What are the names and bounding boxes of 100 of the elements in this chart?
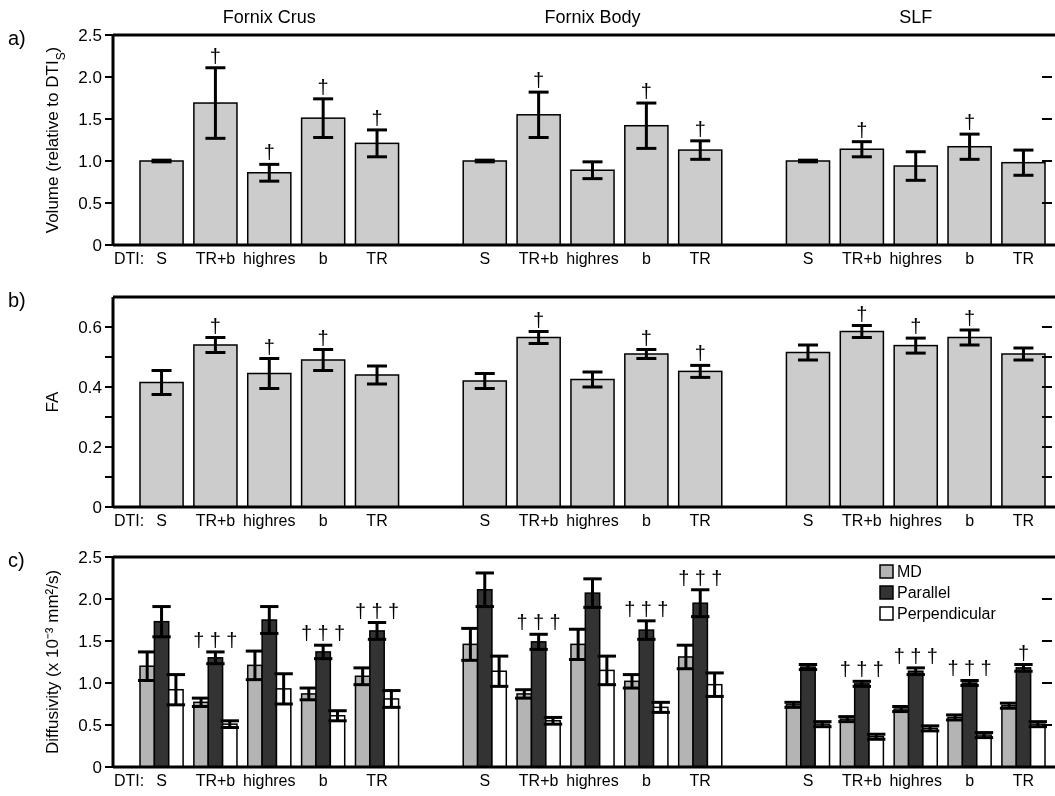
data-label: † xyxy=(910,315,922,338)
x-tick-label: S xyxy=(479,772,491,789)
y-tick-label: 1.5 xyxy=(78,631,102,651)
data-label: † xyxy=(209,314,221,337)
data-label: † xyxy=(640,80,652,103)
text: SLF xyxy=(899,7,933,27)
legend-label: Perpendicular xyxy=(897,605,997,622)
x-tick-label: highres xyxy=(566,512,619,529)
data-label: ††† xyxy=(893,644,944,667)
data-label: ††† xyxy=(354,599,405,622)
data-label: † xyxy=(371,106,383,129)
x-tick-label: highres xyxy=(243,250,296,267)
data-label: ††† xyxy=(839,658,890,681)
y-tick-label: 0 xyxy=(92,757,102,777)
x-tick-label: S xyxy=(156,772,167,789)
y-tick-label: 0.5 xyxy=(78,715,102,735)
data-label: † xyxy=(263,335,275,358)
y-tick-label: 2.5 xyxy=(78,25,102,45)
x-tick-label: b xyxy=(641,250,651,267)
x-tick-label: TR xyxy=(689,772,711,789)
data-label: ††† xyxy=(624,597,674,620)
data-label: † xyxy=(640,326,652,349)
y-tick-label: 2.0 xyxy=(78,589,102,609)
data-label: ††† xyxy=(516,611,567,634)
x-tick-label: S xyxy=(156,250,167,267)
y-tick-label: 1.0 xyxy=(78,151,102,171)
data-label: † xyxy=(317,326,329,349)
y-axis-title: Diffusivity (x 10⁻³ mm²/s) xyxy=(43,569,62,755)
x-tick-label: S xyxy=(156,512,167,529)
x-tick-label: S xyxy=(802,250,814,267)
data-label: ††† xyxy=(678,566,728,589)
x-tick-label: TR+b xyxy=(518,772,559,789)
x-tick-label: TR xyxy=(366,512,388,529)
x-tick-label: TR+b xyxy=(842,772,882,789)
text: a) xyxy=(8,27,26,49)
legend-label: Parallel xyxy=(897,584,951,601)
text: DTI: xyxy=(114,250,145,267)
data-label: † xyxy=(209,44,221,67)
x-tick-label: highres xyxy=(243,772,296,789)
data-label: † xyxy=(533,69,545,92)
x-tick-label: TR+b xyxy=(518,250,559,267)
x-tick-label: TR xyxy=(366,772,388,789)
y-tick-label: 2.0 xyxy=(78,67,102,87)
x-tick-label: b xyxy=(641,512,651,529)
x-tick-label: S xyxy=(479,512,491,529)
x-tick-label: highres xyxy=(566,250,619,267)
x-tick-label: S xyxy=(802,772,814,789)
y-tick-label: 0 xyxy=(92,235,102,255)
data-label: † xyxy=(856,302,868,325)
data-label: † xyxy=(964,307,976,329)
x-tick-label: b xyxy=(965,772,975,789)
x-tick-label: b xyxy=(641,772,651,789)
data-label: † xyxy=(533,308,545,331)
x-tick-label: TR+b xyxy=(842,512,882,529)
x-tick-label: b xyxy=(965,512,975,529)
x-tick-label: highres xyxy=(243,512,296,529)
x-tick-label: TR xyxy=(689,512,711,529)
y-tick-label: 0.2 xyxy=(78,437,102,457)
y-axis-title: FA xyxy=(43,390,62,413)
x-tick-label: TR xyxy=(689,250,711,267)
data-label: ††† xyxy=(947,657,997,680)
x-tick-label: b xyxy=(318,512,328,529)
data-label: † xyxy=(1017,641,1030,664)
text: c) xyxy=(8,549,25,571)
y-tick-label: 1.0 xyxy=(78,673,102,693)
y-tick-label: 1.5 xyxy=(78,109,102,129)
x-tick-label: highres xyxy=(889,772,942,789)
data-label: † xyxy=(263,141,275,164)
data-label: ††† xyxy=(193,628,243,651)
x-tick-label: TR+b xyxy=(842,250,882,267)
data-label: ††† xyxy=(301,622,351,645)
y-tick-label: 0.6 xyxy=(78,317,102,337)
text: b) xyxy=(8,289,26,311)
x-tick-label: TR+b xyxy=(195,512,236,529)
x-tick-label: highres xyxy=(566,772,619,789)
text: Fornix Body xyxy=(544,7,641,27)
data-label: † xyxy=(694,117,706,140)
y-tick-label: 0.5 xyxy=(78,193,102,213)
text: Fornix Crus xyxy=(222,7,316,27)
x-tick-label: b xyxy=(318,772,328,789)
data-label: † xyxy=(856,118,868,141)
text: DTI: xyxy=(114,512,145,529)
x-tick-label: TR+b xyxy=(195,250,236,267)
x-tick-label: TR+b xyxy=(195,772,236,789)
x-tick-label: TR xyxy=(1012,772,1035,789)
text: DTI: xyxy=(114,772,145,789)
x-tick-label: S xyxy=(479,250,491,267)
y-tick-label: 0.4 xyxy=(78,377,102,397)
x-tick-label: b xyxy=(318,250,328,267)
legend-label: MD xyxy=(897,563,922,580)
y-tick-label: 0 xyxy=(92,497,102,517)
x-tick-label: S xyxy=(802,512,814,529)
x-tick-label: b xyxy=(965,250,975,267)
x-tick-label: highres xyxy=(889,250,942,267)
x-tick-label: TR+b xyxy=(518,512,559,529)
y-tick-label: 2.5 xyxy=(78,547,102,567)
x-tick-label: TR xyxy=(1012,250,1035,267)
data-label: † xyxy=(964,111,976,134)
x-tick-label: TR xyxy=(366,250,388,267)
x-tick-label: highres xyxy=(889,512,942,529)
